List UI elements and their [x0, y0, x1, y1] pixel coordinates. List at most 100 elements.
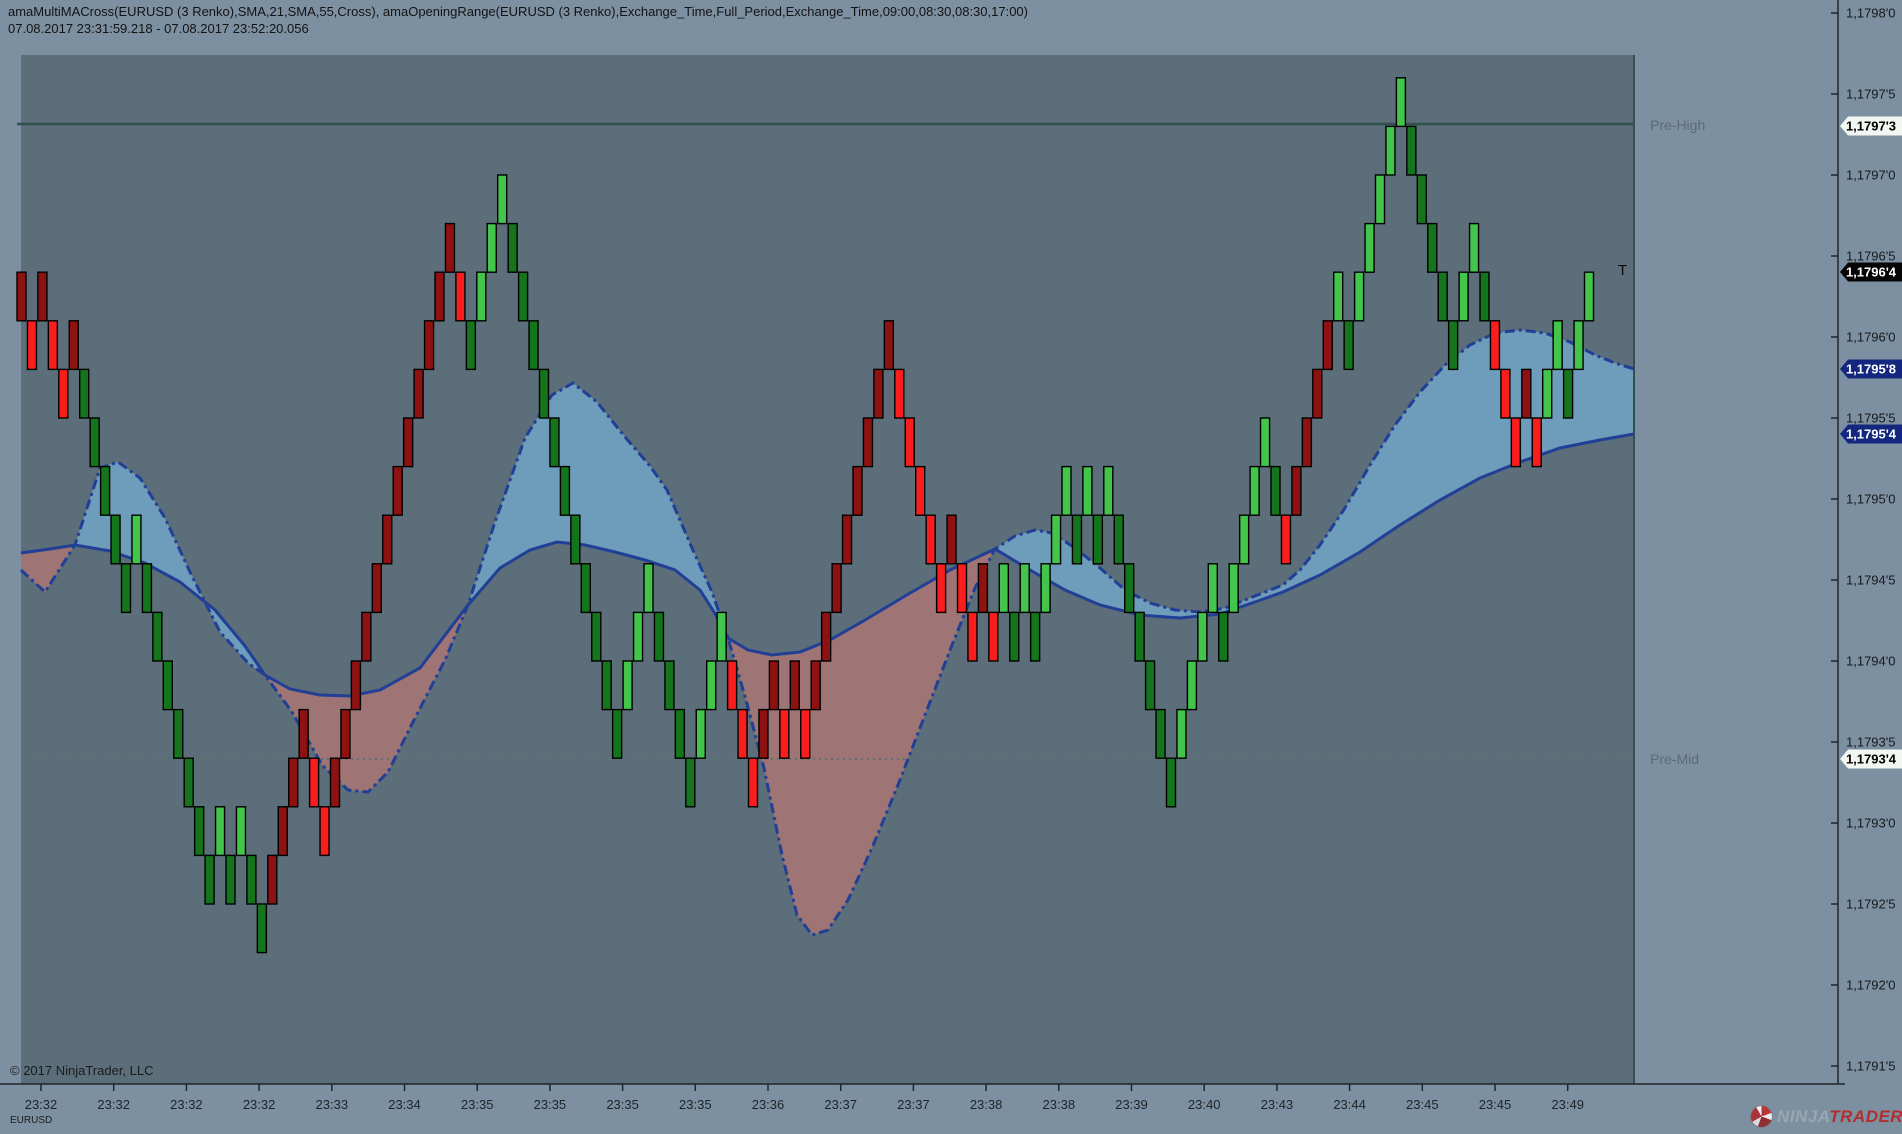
instrument-tab-label[interactable]: EURUSD	[10, 1115, 53, 1126]
ma-band-fill-bullish	[995, 330, 1634, 618]
time-axis-label: 23:36	[751, 1097, 785, 1112]
renko-brick	[37, 271, 48, 322]
price-axis-label: 1,1797'0	[1846, 167, 1896, 183]
renko-brick	[1395, 77, 1407, 128]
renko-brick	[1040, 563, 1051, 614]
price-axis-label: 1,1792'0	[1846, 977, 1896, 993]
renko-brick	[800, 708, 811, 759]
time-axis-label: 23:38	[969, 1097, 1003, 1112]
time-axis-label: 23:35	[606, 1097, 639, 1112]
price-axis-label: 1,1793'0	[1846, 815, 1896, 831]
renko-brick	[16, 271, 27, 322]
renko-brick	[340, 708, 351, 759]
time-axis-label: 23:33	[315, 1097, 349, 1112]
renko-brick	[810, 660, 821, 711]
renko-brick	[611, 708, 623, 759]
ma-band-fill-bullish	[468, 383, 728, 638]
renko-brick	[486, 222, 497, 273]
renko-brick	[1489, 320, 1501, 371]
renko-brick	[1573, 320, 1584, 371]
renko-brick	[946, 514, 957, 565]
renko-brick	[517, 271, 529, 322]
renko-brick	[1270, 465, 1281, 516]
renko-brick	[329, 757, 341, 808]
copyright-text: © 2017 NinjaTrader, LLC	[10, 1063, 154, 1078]
renko-brick	[235, 806, 247, 857]
ninjatrader-logo-icon	[1750, 1105, 1773, 1128]
time-axis-label: 23:35	[533, 1097, 567, 1112]
renko-brick	[706, 660, 717, 711]
renko-brick	[89, 417, 100, 468]
renko-brick	[131, 514, 142, 565]
price-tag-light: 1,1797'3	[1840, 116, 1902, 136]
renko-brick	[423, 320, 435, 371]
renko-brick	[758, 708, 769, 759]
renko-brick	[256, 903, 268, 954]
renko-brick	[559, 465, 571, 516]
renko-brick	[413, 368, 424, 419]
renko-brick	[1019, 563, 1030, 614]
renko-brick	[319, 806, 330, 857]
renko-brick	[988, 611, 999, 662]
renko-brick	[1144, 660, 1156, 711]
renko-brick	[528, 320, 539, 371]
renko-brick	[1343, 320, 1354, 371]
renko-brick	[298, 708, 309, 759]
renko-brick	[465, 320, 477, 371]
renko-brick	[1541, 368, 1553, 419]
price-tag-navy: 1,1795'8	[1840, 359, 1902, 379]
renko-brick	[1186, 660, 1198, 711]
renko-brick	[726, 660, 738, 711]
renko-brick	[246, 854, 257, 905]
renko-brick	[361, 611, 372, 662]
renko-brick	[1218, 611, 1229, 662]
renko-brick	[1468, 222, 1480, 273]
renko-brick	[47, 320, 59, 371]
renko-brick	[737, 708, 748, 759]
renko-brick	[643, 563, 654, 614]
renko-brick	[695, 708, 706, 759]
renko-brick	[1238, 514, 1250, 565]
renko-brick	[841, 514, 853, 565]
renko-brick	[967, 611, 978, 662]
renko-brick	[1176, 708, 1187, 759]
renko-brick	[1500, 368, 1511, 419]
time-axis-label: 23:37	[824, 1097, 857, 1112]
renko-brick	[120, 563, 132, 614]
renko-brick	[193, 806, 205, 857]
ma-band-fill-bearish	[265, 605, 468, 792]
renko-brick	[1332, 271, 1344, 322]
renko-brick	[852, 465, 863, 516]
renko-brick	[1322, 320, 1333, 371]
renko-brick	[402, 417, 414, 468]
renko-brick	[549, 417, 560, 468]
renko-brick	[1374, 174, 1386, 225]
time-axis-label: 23:32	[24, 1097, 58, 1112]
ninjatrader-logo: NINJATRADER®	[1750, 1105, 1902, 1128]
renko-brick	[862, 417, 874, 468]
renko-brick	[1479, 271, 1490, 322]
price-axis-label: 1,1795'5	[1846, 410, 1896, 426]
renko-brick	[1061, 465, 1072, 516]
renko-brick	[173, 708, 184, 759]
time-axis-label: 23:38	[1042, 1097, 1076, 1112]
time-axis-label: 23:39	[1115, 1097, 1148, 1112]
renko-brick	[476, 271, 487, 322]
ma-band-fill-bearish	[728, 549, 995, 935]
renko-brick	[894, 368, 905, 419]
renko-brick	[267, 854, 278, 905]
prehigh-level-label: Pre-High	[1650, 117, 1706, 133]
time-axis-label: 23:45	[1406, 1097, 1439, 1112]
renko-brick	[925, 514, 936, 565]
renko-brick	[998, 563, 1009, 614]
price-axis-label: 1,1792'5	[1846, 896, 1896, 912]
renko-brick	[350, 660, 362, 711]
renko-brick	[455, 271, 466, 322]
renko-brick	[1552, 320, 1563, 371]
time-axis-label: 23:32	[170, 1097, 203, 1112]
renko-brick	[1562, 368, 1574, 419]
price-tag-navy: 1,1795'4	[1840, 424, 1902, 444]
renko-brick	[58, 368, 69, 419]
renko-brick	[392, 465, 403, 516]
